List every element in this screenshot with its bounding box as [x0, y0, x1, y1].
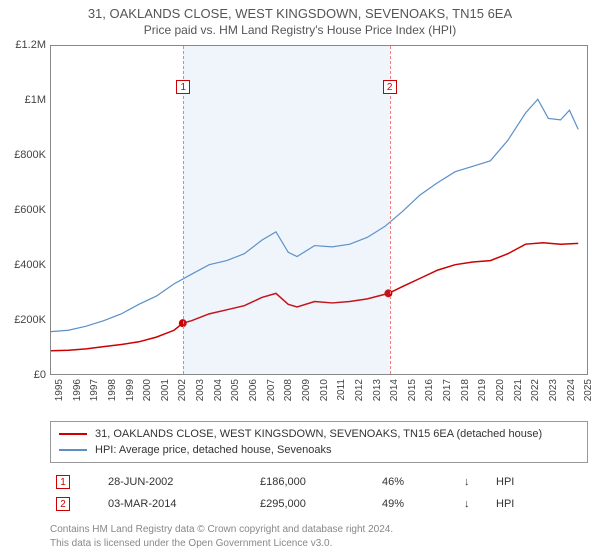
- x-tick-label: 1998: [107, 379, 118, 401]
- x-tick-label: 2008: [283, 379, 294, 401]
- transaction-marker: 1: [56, 475, 70, 489]
- x-tick-label: 2004: [213, 379, 224, 401]
- transactions-table: 1 28-JUN-2002£186,00046%↓HPI 2 03-MAR-2014£…: [50, 471, 588, 515]
- transaction-vs: HPI: [490, 471, 588, 493]
- y-tick-label: £0: [0, 369, 50, 381]
- x-tick-label: 1996: [72, 379, 83, 401]
- event-marker-1: 1: [176, 80, 190, 94]
- transaction-pct: 49%: [376, 493, 458, 515]
- x-tick-label: 2014: [389, 379, 400, 401]
- transaction-pct: 46%: [376, 471, 458, 493]
- footer-line-1: Contains HM Land Registry data © Crown c…: [50, 523, 588, 537]
- transaction-row: 2 03-MAR-2014£295,00049%↓HPI: [50, 493, 588, 515]
- title-address: 31, OAKLANDS CLOSE, WEST KINGSDOWN, SEVE…: [0, 6, 600, 21]
- x-tick-label: 2011: [336, 379, 347, 401]
- x-tick-label: 2001: [160, 379, 171, 401]
- y-tick-label: £400K: [0, 259, 50, 271]
- x-tick-label: 2016: [424, 379, 435, 401]
- x-tick-label: 2010: [319, 379, 330, 401]
- legend-swatch: [59, 449, 87, 451]
- x-tick-label: 2017: [442, 379, 453, 401]
- x-tick-label: 2013: [372, 379, 383, 401]
- transaction-row: 1 28-JUN-2002£186,00046%↓HPI: [50, 471, 588, 493]
- x-tick-label: 2022: [530, 379, 541, 401]
- x-tick-label: 2003: [195, 379, 206, 401]
- footer-line-2: This data is licensed under the Open Gov…: [50, 537, 588, 551]
- x-tick-label: 2000: [142, 379, 153, 401]
- x-axis: 1995 1996 1997 1998 1999 2000 2001 2002 2003 2004…: [50, 375, 588, 415]
- legend-label: HPI: Average price, detached house, Seve…: [95, 444, 331, 456]
- x-tick-label: 2019: [477, 379, 488, 401]
- transaction-date: 28-JUN-2002: [102, 471, 254, 493]
- x-tick-label: 2002: [177, 379, 188, 401]
- footer-attribution: Contains HM Land Registry data © Crown c…: [50, 523, 588, 550]
- shaded-band: [183, 46, 389, 374]
- transaction-vs: HPI: [490, 493, 588, 515]
- legend-label: 31, OAKLANDS CLOSE, WEST KINGSDOWN, SEVE…: [95, 428, 542, 440]
- x-tick-label: 1999: [125, 379, 136, 401]
- transaction-date: 03-MAR-2014: [102, 493, 254, 515]
- x-tick-label: 2018: [460, 379, 471, 401]
- x-tick-label: 1995: [54, 379, 65, 401]
- legend-item: 31, OAKLANDS CLOSE, WEST KINGSDOWN, SEVE…: [59, 426, 579, 442]
- x-tick-label: 2015: [407, 379, 418, 401]
- x-tick-label: 2007: [266, 379, 277, 401]
- x-tick-label: 2021: [513, 379, 524, 401]
- x-tick-label: 2009: [301, 379, 312, 401]
- transaction-marker: 2: [56, 497, 70, 511]
- legend-item: HPI: Average price, detached house, Seve…: [59, 442, 579, 458]
- plot-area: 12: [50, 45, 588, 375]
- x-tick-label: 2025: [583, 379, 594, 401]
- x-tick-label: 2012: [354, 379, 365, 401]
- y-tick-label: £1.2M: [0, 39, 50, 51]
- y-tick-label: £600K: [0, 204, 50, 216]
- arrow-down-icon: ↓: [458, 471, 490, 493]
- y-tick-label: £800K: [0, 149, 50, 161]
- legend: 31, OAKLANDS CLOSE, WEST KINGSDOWN, SEVE…: [50, 421, 588, 463]
- arrow-down-icon: ↓: [458, 493, 490, 515]
- chart-titles: 31, OAKLANDS CLOSE, WEST KINGSDOWN, SEVE…: [0, 0, 600, 37]
- x-tick-label: 2024: [566, 379, 577, 401]
- event-vline: [183, 46, 184, 374]
- x-tick-label: 2020: [495, 379, 506, 401]
- x-tick-label: 1997: [89, 379, 100, 401]
- title-subtitle: Price paid vs. HM Land Registry's House …: [0, 23, 600, 37]
- y-tick-label: £200K: [0, 314, 50, 326]
- event-vline: [390, 46, 391, 374]
- x-tick-label: 2006: [248, 379, 259, 401]
- transaction-price: £186,000: [254, 471, 376, 493]
- x-tick-label: 2023: [548, 379, 559, 401]
- chart-container: 31, OAKLANDS CLOSE, WEST KINGSDOWN, SEVE…: [0, 0, 600, 550]
- legend-swatch: [59, 433, 87, 435]
- transaction-price: £295,000: [254, 493, 376, 515]
- x-tick-label: 2005: [230, 379, 241, 401]
- y-tick-label: £1M: [0, 94, 50, 106]
- event-marker-2: 2: [383, 80, 397, 94]
